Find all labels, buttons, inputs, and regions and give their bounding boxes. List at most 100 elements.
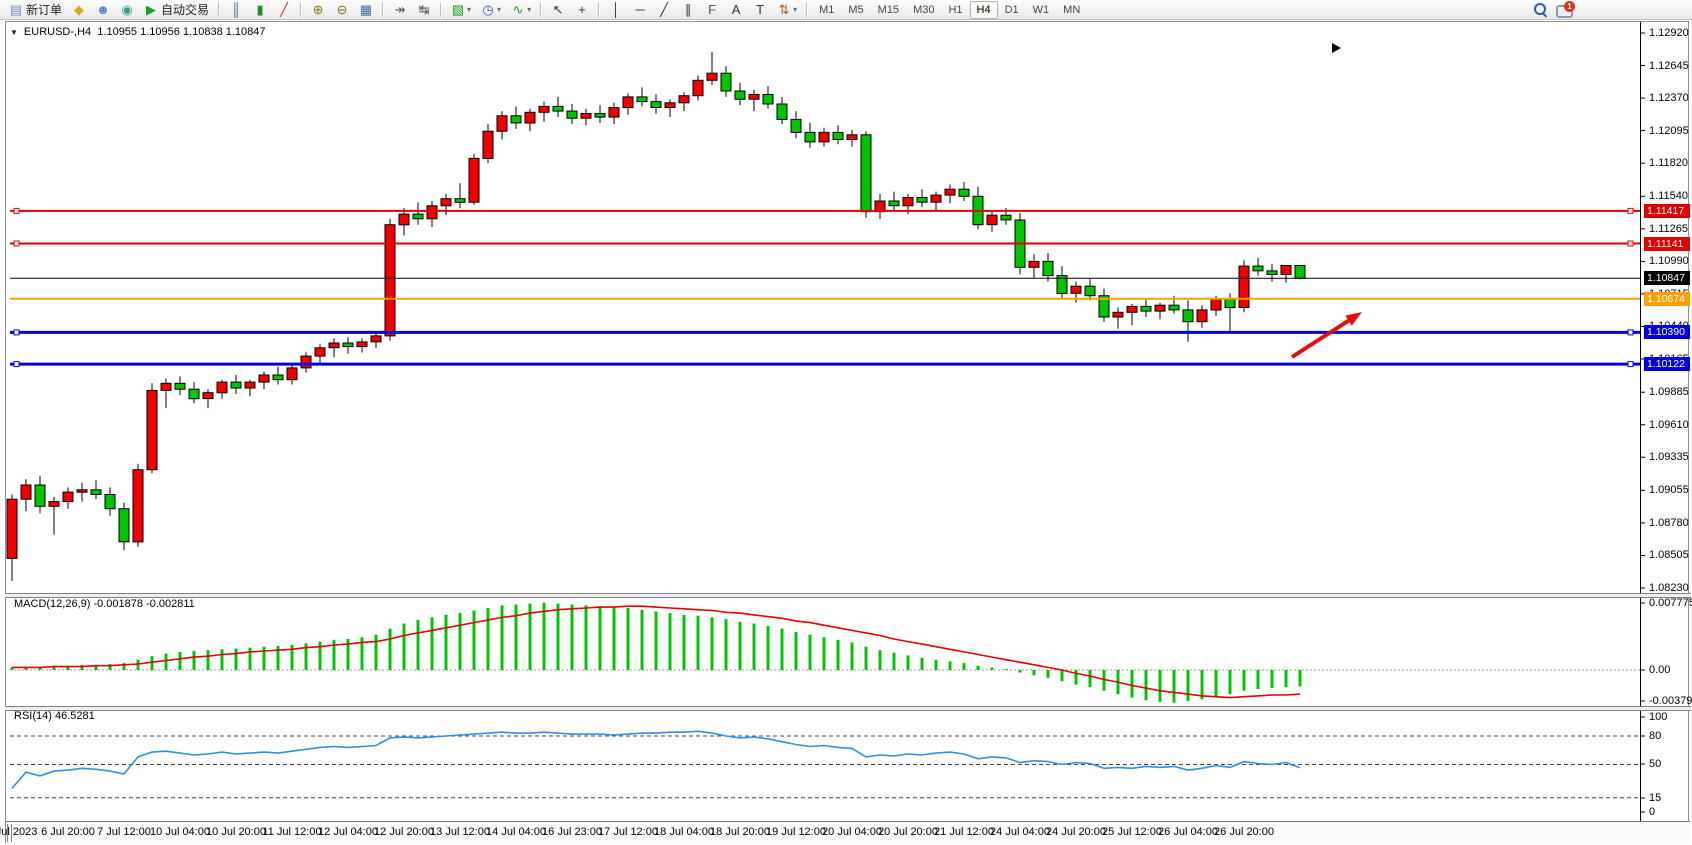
- rsi-axis-label: 100: [1649, 711, 1668, 723]
- macd-axis-label: 0.00: [1649, 664, 1671, 676]
- candle: [20, 479, 32, 512]
- time-axis-label: 7 Jul 12:00: [97, 826, 151, 838]
- cursor-button[interactable]: ↖: [547, 0, 569, 20]
- candle: [972, 186, 984, 230]
- candle-body: [412, 213, 424, 220]
- candle: [734, 82, 746, 106]
- candle-body: [916, 197, 928, 203]
- signals-button[interactable]: ◉: [116, 0, 138, 20]
- line-handle[interactable]: [13, 361, 20, 368]
- timeframe-m1-button[interactable]: M1: [819, 3, 835, 16]
- autotrading-button[interactable]: ▶ 自动交易: [140, 0, 213, 20]
- timeframe-h4-button[interactable]: H4: [969, 0, 998, 19]
- price-axis[interactable]: [1640, 22, 1645, 821]
- candle-body: [202, 392, 214, 400]
- arrow-annotation[interactable]: [1290, 312, 1362, 359]
- candle: [566, 104, 578, 125]
- bar-chart-icon: ║: [231, 1, 241, 17]
- toolbar-separator: [540, 2, 543, 17]
- time-axis-label: 10 Jul 04:00: [150, 826, 210, 838]
- community-button[interactable]: ☻: [92, 0, 114, 20]
- timeframe-w1-button[interactable]: W1: [1032, 3, 1050, 16]
- time-axis-label: 17 Jul 12:00: [598, 826, 658, 838]
- line-handle[interactable]: [1627, 207, 1634, 214]
- candle-chart-button[interactable]: ▮: [249, 0, 271, 20]
- time-axis-label: 18 Jul 20:00: [710, 826, 770, 838]
- timeframe-m5-button[interactable]: M5: [848, 3, 864, 16]
- auto-scroll-button[interactable]: ↠: [389, 0, 411, 20]
- timeframe-m15-button[interactable]: M15: [877, 3, 900, 16]
- arrows-button[interactable]: ⇅ ▾: [773, 0, 801, 20]
- bar-chart-button[interactable]: ║: [225, 0, 247, 20]
- pane-splitter-rsi[interactable]: [5, 706, 1691, 711]
- zoom-in-button[interactable]: ⊕: [307, 0, 329, 20]
- timeframe-m30-button[interactable]: M30: [913, 3, 935, 16]
- toolbar-separator: [300, 2, 303, 17]
- hline-icon: ─: [635, 1, 645, 17]
- time-axis-label: 24 Jul 04:00: [990, 826, 1050, 838]
- candle: [804, 122, 816, 148]
- timeframe-mn-button[interactable]: MN: [1063, 3, 1081, 16]
- candle-body: [272, 374, 284, 381]
- candle: [622, 93, 634, 115]
- text-button[interactable]: A: [725, 0, 747, 20]
- time-axis-label: 11 Jul 12:00: [262, 826, 322, 838]
- chart-shift-marker[interactable]: [1332, 43, 1341, 53]
- time-axis[interactable]: [6, 821, 1690, 844]
- new-order-button[interactable]: ▤ 新订单: [5, 0, 66, 20]
- pane-splitter-macd[interactable]: [5, 593, 1691, 598]
- chat-button[interactable]: 1: [1556, 1, 1575, 18]
- line-handle[interactable]: [1627, 240, 1634, 247]
- line-handle[interactable]: [1627, 329, 1634, 336]
- one-click-trading-toggle[interactable]: ▼: [10, 28, 18, 37]
- candle: [1238, 260, 1250, 313]
- candle: [608, 102, 620, 125]
- label-button[interactable]: T: [749, 0, 771, 20]
- candle: [832, 125, 844, 145]
- candle-body: [90, 489, 102, 495]
- signals-icon: ◉: [121, 1, 133, 17]
- candle-body: [1042, 260, 1054, 277]
- time-axis-label: 12 Jul 04:00: [318, 826, 378, 838]
- candle: [636, 87, 648, 107]
- candle-body: [104, 494, 116, 510]
- candle-body: [244, 381, 256, 389]
- trendline-button[interactable]: ╱: [653, 0, 675, 20]
- line-handle[interactable]: [13, 240, 20, 247]
- time-axis-grip[interactable]: [7, 824, 12, 842]
- crosshair-button[interactable]: +: [571, 0, 593, 20]
- candle-body: [860, 134, 872, 213]
- autotrading-icon: ▶: [146, 1, 157, 17]
- channel-button[interactable]: ∥: [677, 0, 699, 20]
- fibonacci-button[interactable]: F: [701, 0, 723, 20]
- timeframe-h1-button[interactable]: H1: [948, 3, 963, 16]
- line-chart-button[interactable]: ╱: [273, 0, 295, 20]
- line-handle[interactable]: [1627, 361, 1634, 368]
- horizontal-line-button[interactable]: ─: [629, 0, 651, 20]
- tile-windows-button[interactable]: ▦: [355, 0, 377, 20]
- candle: [1182, 300, 1194, 342]
- candle-body: [678, 95, 690, 104]
- zoom-out-button[interactable]: ⊖: [331, 0, 353, 20]
- candle: [552, 96, 564, 117]
- line-handle[interactable]: [13, 329, 20, 336]
- timeframe-d1-button[interactable]: D1: [1004, 3, 1019, 16]
- search-button[interactable]: [1534, 3, 1548, 18]
- time-axis-label: 13 Jul 12:00: [430, 826, 490, 838]
- candle-body: [384, 224, 396, 337]
- chart-shift-button[interactable]: ↹: [413, 0, 435, 20]
- indicators-button[interactable]: ∿ ▾: [507, 0, 535, 20]
- hline-price-label: 1.10390: [1644, 325, 1690, 339]
- clock-button[interactable]: ◷ ▾: [477, 0, 505, 20]
- candle-body: [566, 110, 578, 119]
- line-handle[interactable]: [13, 207, 20, 214]
- candle-body: [1126, 305, 1138, 313]
- macd-indicator-label: MACD(12,26,9) -0.001878 -0.002811: [14, 598, 195, 610]
- text-icon: A: [731, 1, 741, 17]
- vertical-line-button[interactable]: │: [605, 0, 627, 20]
- new-chart-button[interactable]: ▧ ▾: [447, 0, 475, 20]
- candle-body: [370, 335, 382, 343]
- candle-body: [538, 105, 550, 113]
- styles-button[interactable]: ◆: [68, 0, 90, 20]
